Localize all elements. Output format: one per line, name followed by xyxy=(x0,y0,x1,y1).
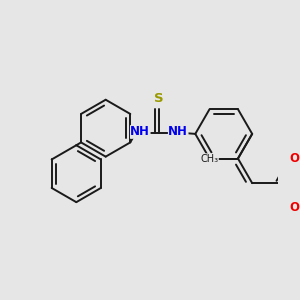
Text: NH: NH xyxy=(130,125,150,139)
Text: NH: NH xyxy=(168,125,188,139)
Text: CH₃: CH₃ xyxy=(200,154,219,164)
Text: O: O xyxy=(290,152,300,165)
Text: O: O xyxy=(290,201,300,214)
Text: S: S xyxy=(154,92,164,105)
